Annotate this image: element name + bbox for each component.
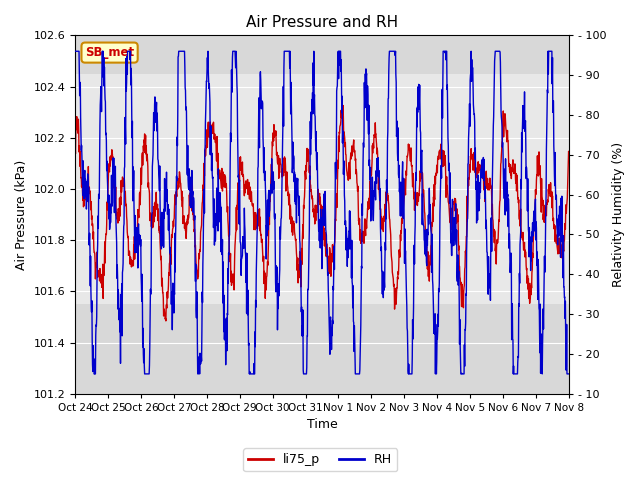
Legend: li75_p, RH: li75_p, RH [243,448,397,471]
RH [149,158,157,164]
li75_p [300,203,307,208]
Line: li75_p: li75_p [75,106,569,321]
RH [300,371,307,377]
RH [90,371,98,377]
Title: Air Pressure and RH: Air Pressure and RH [246,15,398,30]
Bar [75,74,569,304]
RH [559,243,566,249]
li75_p [309,204,317,210]
li75_p [559,235,567,241]
li75_p [438,147,446,153]
Line: RH: RH [75,51,569,374]
li75_p [71,143,79,148]
RH [565,371,573,377]
li75_p [511,161,518,167]
li75_p [148,210,156,216]
RH [71,48,79,54]
X-axis label: Time: Time [307,419,337,432]
Y-axis label: Air Pressure (kPa): Air Pressure (kPa) [15,159,28,270]
Text: SB_met: SB_met [85,46,134,59]
RH [511,371,518,377]
RH [309,111,317,117]
RH [438,86,446,92]
li75_p [565,151,573,156]
Y-axis label: Relativity Humidity (%): Relativity Humidity (%) [612,142,625,287]
li75_p [339,103,347,108]
li75_p [162,318,170,324]
